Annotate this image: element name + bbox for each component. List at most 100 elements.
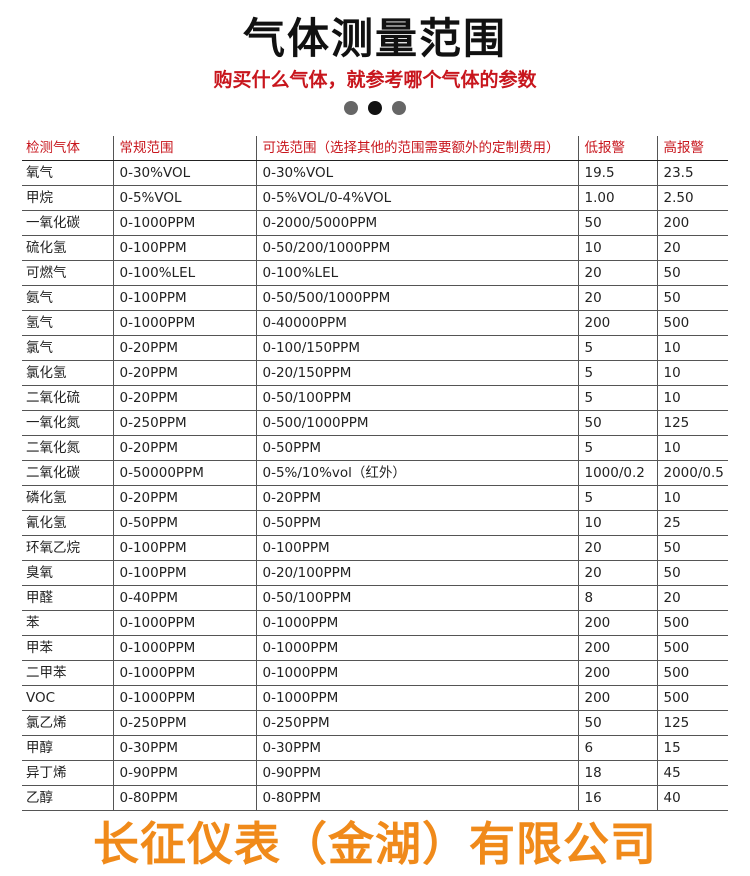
header-optional-range: 可选范围（选择其他的范围需要额外的定制费用） (255, 136, 578, 161)
cell-standard-range: 0-100PPM (112, 535, 256, 561)
table-row: 氨气 0-100PPM 0-50/500/1000PPM 20 50 (22, 285, 728, 311)
cell-optional-range: 0-100%LEL (255, 260, 578, 286)
cell-optional-range: 0-250PPM (255, 710, 578, 736)
cell-gas-name: 二甲苯 (22, 660, 113, 686)
cell-high-alarm: 10 (656, 360, 728, 386)
cell-gas-name: 氧气 (22, 160, 113, 186)
cell-gas-name: 甲醇 (22, 735, 113, 761)
cell-gas-name: 异丁烯 (22, 760, 113, 786)
cell-gas-name: 氯气 (22, 335, 113, 361)
cell-gas-name: 甲烷 (22, 185, 113, 211)
cell-high-alarm: 45 (656, 760, 728, 786)
cell-gas-name: 氢气 (22, 310, 113, 336)
table-row: 一氧化碳 0-1000PPM 0-2000/5000PPM 50 200 (22, 210, 728, 236)
table-row: 甲苯 0-1000PPM 0-1000PPM 200 500 (22, 635, 728, 661)
cell-standard-range: 0-250PPM (112, 710, 256, 736)
cell-optional-range: 0-50PPM (255, 510, 578, 536)
cell-standard-range: 0-1000PPM (112, 660, 256, 686)
cell-standard-range: 0-20PPM (112, 360, 256, 386)
cell-standard-range: 0-20PPM (112, 335, 256, 361)
cell-high-alarm: 500 (656, 660, 728, 686)
cell-gas-name: 二氧化碳 (22, 460, 113, 486)
cell-high-alarm: 25 (656, 510, 728, 536)
cell-gas-name: 一氧化氮 (22, 410, 113, 436)
cell-optional-range: 0-1000PPM (255, 660, 578, 686)
table-row: 臭氧 0-100PPM 0-20/100PPM 20 50 (22, 560, 728, 586)
cell-optional-range: 0-30PPM (255, 735, 578, 761)
table-row: 氢气 0-1000PPM 0-40000PPM 200 500 (22, 310, 728, 336)
cell-low-alarm: 10 (577, 235, 657, 261)
table-row: 环氧乙烷 0-100PPM 0-100PPM 20 50 (22, 535, 728, 561)
cell-optional-range: 0-2000/5000PPM (255, 210, 578, 236)
header-gas-name: 检测气体 (22, 136, 113, 161)
cell-high-alarm: 500 (656, 685, 728, 711)
dot-indicator[interactable] (344, 101, 358, 115)
table-row: 二氧化氮 0-20PPM 0-50PPM 5 10 (22, 435, 728, 461)
cell-high-alarm: 10 (656, 435, 728, 461)
cell-high-alarm: 50 (656, 560, 728, 586)
cell-low-alarm: 20 (577, 535, 657, 561)
cell-high-alarm: 2.50 (656, 185, 728, 211)
cell-standard-range: 0-100PPM (112, 235, 256, 261)
gas-range-table: 检测气体 常规范围 可选范围（选择其他的范围需要额外的定制费用） 低报警 高报警 氧气 0-… (22, 136, 728, 811)
cell-low-alarm: 16 (577, 785, 657, 811)
cell-low-alarm: 20 (577, 260, 657, 286)
cell-high-alarm: 2000/0.5 (656, 460, 728, 486)
cell-gas-name: 苯 (22, 610, 113, 636)
cell-low-alarm: 1.00 (577, 185, 657, 211)
table-header-row: 检测气体 常规范围 可选范围（选择其他的范围需要额外的定制费用） 低报警 高报警 (22, 136, 728, 161)
cell-low-alarm: 5 (577, 360, 657, 386)
cell-standard-range: 0-20PPM (112, 385, 256, 411)
table-row: 乙醇 0-80PPM 0-80PPM 16 40 (22, 785, 728, 811)
cell-gas-name: 甲醛 (22, 585, 113, 611)
table-row: 苯 0-1000PPM 0-1000PPM 200 500 (22, 610, 728, 636)
cell-high-alarm: 10 (656, 335, 728, 361)
cell-standard-range: 0-1000PPM (112, 610, 256, 636)
cell-gas-name: 氯乙烯 (22, 710, 113, 736)
cell-standard-range: 0-50000PPM (112, 460, 256, 486)
cell-standard-range: 0-20PPM (112, 435, 256, 461)
cell-low-alarm: 10 (577, 510, 657, 536)
cell-gas-name: 环氧乙烷 (22, 535, 113, 561)
table-row: 二氧化碳 0-50000PPM 0-5%/10%vol（红外） 1000/0.2 200… (22, 460, 728, 486)
cell-high-alarm: 500 (656, 635, 728, 661)
table-row: 异丁烯 0-90PPM 0-90PPM 18 45 (22, 760, 728, 786)
cell-optional-range: 0-50/200/1000PPM (255, 235, 578, 261)
table-row: 硫化氢 0-100PPM 0-50/200/1000PPM 10 20 (22, 235, 728, 261)
cell-low-alarm: 1000/0.2 (577, 460, 657, 486)
cell-optional-range: 0-50/100PPM (255, 585, 578, 611)
cell-high-alarm: 50 (656, 285, 728, 311)
cell-optional-range: 0-90PPM (255, 760, 578, 786)
cell-low-alarm: 50 (577, 210, 657, 236)
cell-low-alarm: 20 (577, 285, 657, 311)
dot-indicator[interactable] (392, 101, 406, 115)
cell-gas-name: 二氧化硫 (22, 385, 113, 411)
watermark: 长征仪表（金湖）有限公司 (93, 817, 657, 871)
table-row: 二氧化硫 0-20PPM 0-50/100PPM 5 10 (22, 385, 728, 411)
cell-optional-range: 0-1000PPM (255, 685, 578, 711)
cell-optional-range: 0-20/150PPM (255, 360, 578, 386)
cell-optional-range: 0-80PPM (255, 785, 578, 811)
cell-standard-range: 0-100PPM (112, 560, 256, 586)
cell-high-alarm: 40 (656, 785, 728, 811)
cell-gas-name: 氰化氢 (22, 510, 113, 536)
cell-high-alarm: 20 (656, 585, 728, 611)
header-standard-range: 常规范围 (112, 136, 256, 161)
cell-standard-range: 0-100%LEL (112, 260, 256, 286)
cell-gas-name: 硫化氢 (22, 235, 113, 261)
cell-gas-name: 二氧化氮 (22, 435, 113, 461)
cell-low-alarm: 200 (577, 635, 657, 661)
cell-high-alarm: 50 (656, 535, 728, 561)
cell-gas-name: 氨气 (22, 285, 113, 311)
cell-gas-name: 臭氧 (22, 560, 113, 586)
cell-standard-range: 0-30PPM (112, 735, 256, 761)
cell-low-alarm: 50 (577, 710, 657, 736)
table-row: 甲醇 0-30PPM 0-30PPM 6 15 (22, 735, 728, 761)
cell-high-alarm: 125 (656, 710, 728, 736)
cell-low-alarm: 5 (577, 385, 657, 411)
dot-indicator-active[interactable] (368, 101, 382, 115)
cell-high-alarm: 10 (656, 485, 728, 511)
cell-high-alarm: 10 (656, 385, 728, 411)
cell-standard-range: 0-40PPM (112, 585, 256, 611)
cell-high-alarm: 500 (656, 310, 728, 336)
